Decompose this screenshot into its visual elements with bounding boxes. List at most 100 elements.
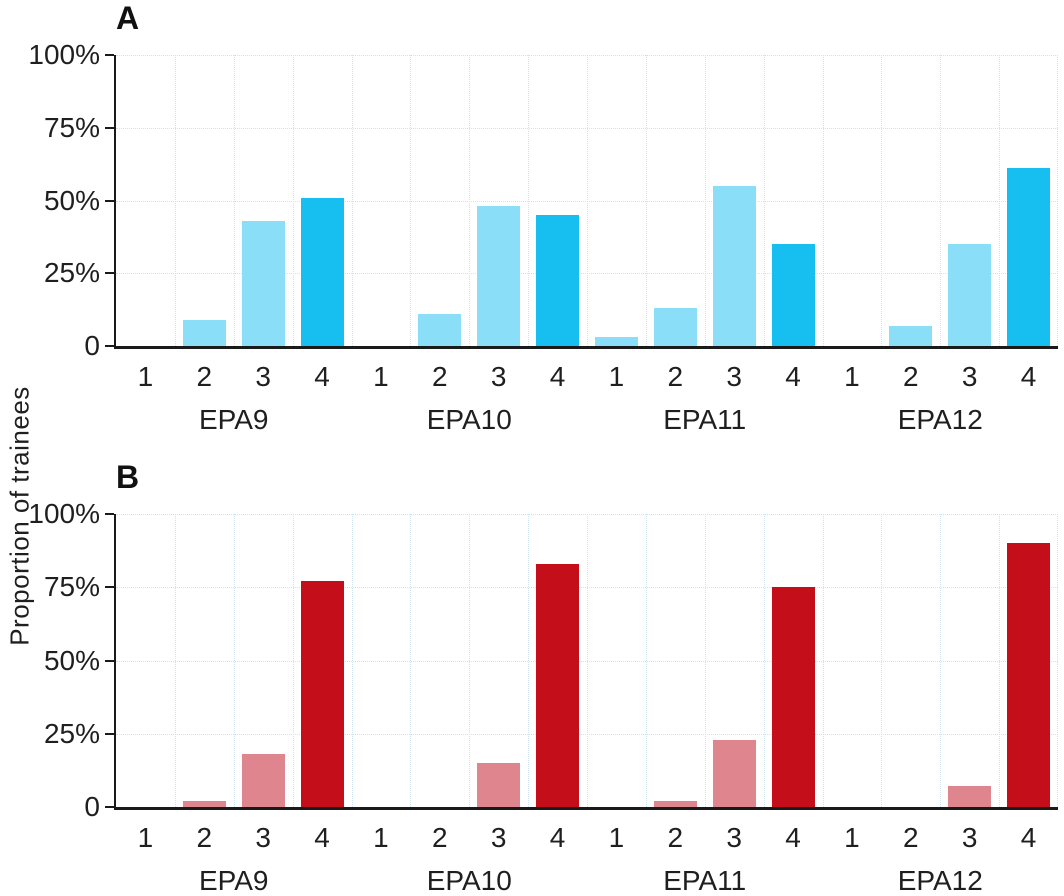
panel-b-x-tick-label: 1 [373, 822, 389, 853]
bar-b-EPA12-level-4 [1007, 543, 1051, 807]
panel-a-x-tick-label: 4 [785, 361, 801, 392]
panel-b-y-tick-label: 100% [28, 498, 100, 529]
bar-b-EPA9-level-2 [182, 801, 226, 807]
panel-a-y-tick-label: 100% [28, 39, 100, 70]
bar-b-EPA12-level-3 [948, 786, 992, 807]
panel-a-x-tick-label: 2 [432, 361, 448, 392]
panel-b-gridline-v [410, 514, 411, 807]
bar-a-EPA12-level-4 [1007, 168, 1051, 346]
bar-a-EPA11-level-4 [771, 244, 815, 346]
panel-b-gridline-v [1057, 514, 1058, 807]
bar-a-EPA9-level-2 [182, 319, 226, 346]
panel-a-y-tick-label: 0 [84, 330, 100, 361]
panel-b-label: B [116, 459, 140, 495]
panel-a-x-tick-label: 1 [137, 361, 154, 392]
panel-b-gridline-v [587, 514, 588, 807]
panel-a-gridline-v [940, 55, 941, 346]
bar-a-EPA9-level-4 [300, 197, 344, 346]
panel-b-group-label-EPA10: EPA10 [426, 865, 512, 896]
panel-a-x-tick-label: 3 [961, 361, 978, 392]
panel-a-gridline-v [646, 55, 647, 346]
panel-b-y-tick-label: 50% [43, 644, 100, 676]
panel-b-group-label-EPA11: EPA11 [663, 865, 747, 896]
panel-b-gridline-v [528, 514, 529, 807]
panel-a-group-label-EPA10: EPA10 [426, 404, 512, 435]
panel-b-group-label-EPA9: EPA9 [198, 865, 269, 896]
panel-a-x-tick-label: 3 [255, 361, 271, 392]
panel-a-gridline-v [234, 55, 235, 346]
panel-a-gridline-v [764, 55, 765, 346]
panel-b-y-tick-label: 0 [84, 791, 100, 822]
panel-b-x-tick-label: 4 [549, 822, 566, 853]
panel-a-gridline-v [881, 55, 882, 346]
bar-b-EPA11-level-2 [653, 801, 697, 807]
panel-b-gridline-v [175, 514, 176, 807]
panel-a-group-label-EPA9: EPA9 [198, 404, 269, 435]
panel-b-plot: 0 25% 50% 75% 100% EPA9 EPA10 EPA11 EPA12 1 2 3 4 1 2 3… [28, 499, 1058, 895]
panel-a-gridline-v [352, 55, 353, 346]
panel-b-x-tick-label: 2 [432, 822, 448, 853]
panel-b-x-tick-label: 4 [785, 822, 801, 853]
panel-a-x-tick-label: 1 [373, 361, 389, 392]
panel-b-x-tick-label: 2 [667, 822, 684, 853]
bar-a-EPA10-level-2 [418, 313, 462, 346]
bar-b-EPA10-level-3 [477, 763, 521, 807]
panel-a-x-tick-label: 4 [314, 361, 330, 392]
bar-a-EPA11-level-3 [712, 185, 756, 346]
panel-a-group-label-EPA12: EPA12 [897, 404, 983, 435]
panel-a-x-tick-label: 3 [490, 361, 507, 392]
bar-a-EPA10-level-4 [536, 215, 580, 346]
panel-b-gridline-v [940, 514, 941, 807]
panel-a-gridline-v [175, 55, 176, 346]
panel-b-y-tick [105, 659, 114, 662]
panel-a-y-tick-label: 75% [43, 111, 100, 143]
panel-a-y-tick-label: 50% [43, 184, 100, 216]
bar-b-EPA9-level-4 [300, 581, 344, 807]
panel-b-gridline-v [999, 514, 1000, 807]
panel-b-x-tick-label: 1 [137, 822, 154, 853]
panel-b-x-tick-label: 3 [726, 822, 742, 853]
panel-b-gridline-v [646, 514, 647, 807]
panel-b-x-tick-label: 4 [314, 822, 330, 853]
bar-b-EPA11-level-3 [712, 739, 756, 807]
panel-b-x-tick-label: 3 [255, 822, 271, 853]
panel-b-y-tick [105, 586, 114, 589]
panel-b-gridline-v [469, 514, 470, 807]
panel-b-y-tick-label: 25% [43, 717, 100, 749]
panel-b-y-tick [105, 806, 114, 808]
panel-a-x-tick-label: 1 [844, 361, 860, 392]
panel-a-y-tick [105, 199, 114, 202]
panel-a-x-tick-label: 3 [726, 361, 742, 392]
bar-b-EPA11-level-4 [771, 587, 815, 807]
panel-b-gridline-v [293, 514, 294, 807]
panel-b-x-tick-label: 2 [196, 822, 213, 853]
panel-b-group-label-EPA12: EPA12 [897, 865, 983, 896]
panel-a-y-tick-label: 25% [43, 257, 100, 289]
panel-a-y-tick [105, 54, 114, 56]
panel-b-gridline-v [705, 514, 706, 807]
panel-a-y-tick [105, 126, 114, 129]
panel-b-gridline-v [234, 514, 235, 807]
panel-a-gridline-v [999, 55, 1000, 346]
panel-b-x-tick-label: 3 [961, 822, 978, 853]
panel-a-x-tick-label: 2 [903, 361, 919, 392]
panel-b-y-tick-label: 75% [43, 571, 100, 603]
panel-a-y-tick [105, 345, 114, 347]
panel-a-y-tick [105, 272, 114, 275]
panel-a-gridline-v [293, 55, 294, 346]
bar-a-EPA12-level-2 [889, 325, 933, 346]
panel-a-gridline-v [705, 55, 706, 346]
panel-b-gridline-v [352, 514, 353, 807]
panel-a-plot: 0 25% 50% 75% 100% EPA9 EPA10 EPA11 EPA12 1 2 3 4 1 2 3… [28, 40, 1058, 434]
bar-a-EPA12-level-3 [948, 244, 992, 346]
panel-a-gridline-v [1057, 55, 1058, 346]
panel-a-x-tick-label: 2 [196, 361, 213, 392]
panel-a-gridline-v [410, 55, 411, 346]
panel-a-gridline-v [823, 55, 824, 346]
panel-a-x-tick-label: 2 [667, 361, 684, 392]
panel-b-x-tick-label: 4 [1020, 822, 1037, 853]
panel-b-x-tick-label: 1 [608, 822, 625, 853]
panel-a-x-tick-label: 4 [549, 361, 566, 392]
bar-a-EPA10-level-3 [477, 206, 521, 346]
panel-b-gridline-v [764, 514, 765, 807]
